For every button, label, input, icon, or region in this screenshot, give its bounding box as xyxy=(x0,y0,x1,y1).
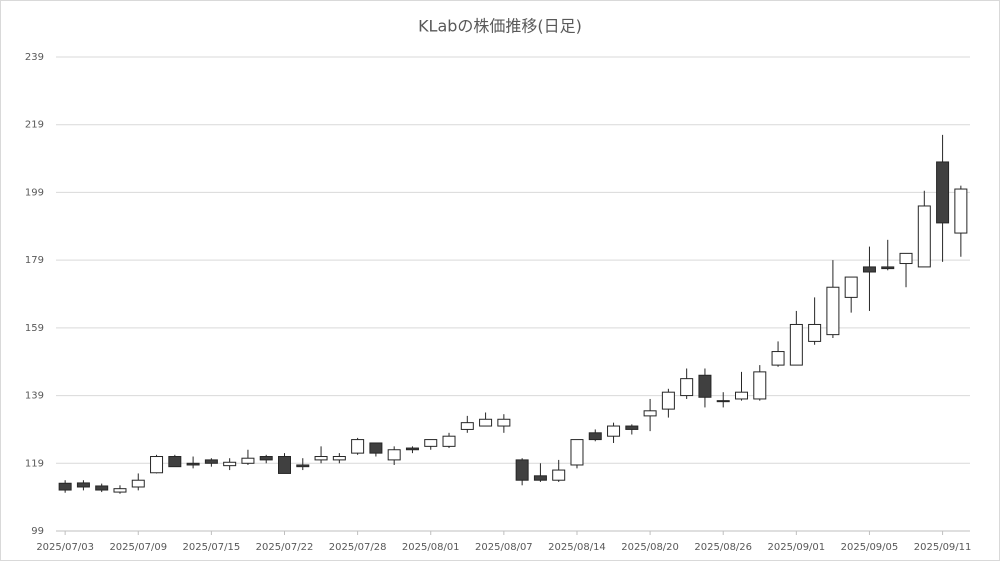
candle-body xyxy=(570,439,584,466)
candle-body xyxy=(698,374,712,398)
candle-body xyxy=(150,456,164,474)
candle-body xyxy=(387,449,401,461)
y-tick-label: 99 xyxy=(31,526,44,537)
candle-body xyxy=(442,435,456,447)
candle-body xyxy=(424,439,438,447)
candle-body xyxy=(460,422,474,430)
candle-body xyxy=(259,456,273,461)
y-tick-label: 119 xyxy=(25,458,44,469)
candle-body xyxy=(808,323,822,342)
x-tick-label: 2025/08/14 xyxy=(548,542,606,553)
x-tick-label: 2025/07/22 xyxy=(256,542,314,553)
y-tick-label: 179 xyxy=(25,255,44,266)
candle-body xyxy=(296,464,310,468)
candle-body xyxy=(369,442,383,454)
candle-body xyxy=(954,188,968,234)
candle-body xyxy=(479,418,493,427)
x-tick-label: 2025/07/03 xyxy=(36,542,94,553)
candle-body xyxy=(131,479,145,488)
candle-body xyxy=(588,432,602,441)
candle-body xyxy=(661,391,675,410)
candle-body xyxy=(204,459,218,464)
y-tick-label: 139 xyxy=(25,391,44,402)
candle-body xyxy=(771,351,785,366)
candle-body xyxy=(680,378,694,397)
candle-body xyxy=(862,266,876,273)
candle-body xyxy=(625,425,639,430)
x-tick-label: 2025/08/26 xyxy=(694,542,752,553)
candle-body xyxy=(113,488,127,493)
y-tick-label: 219 xyxy=(25,120,44,131)
candle-body xyxy=(844,276,858,298)
candle-body xyxy=(186,462,200,466)
candle-body xyxy=(716,400,730,403)
y-tick-label: 199 xyxy=(25,187,44,198)
candle-body xyxy=(936,161,950,224)
candle-body xyxy=(332,456,346,461)
candle-body xyxy=(223,461,237,467)
candle-body xyxy=(515,459,529,481)
candle-body xyxy=(76,482,90,488)
x-tick-label: 2025/08/01 xyxy=(402,542,460,553)
candle-body xyxy=(826,286,840,336)
candle-body xyxy=(881,266,895,270)
chart-title: KLabの株価推移(日足) xyxy=(418,17,582,36)
candle-body xyxy=(643,410,657,417)
x-tick-label: 2025/07/28 xyxy=(329,542,387,553)
y-tick-label: 159 xyxy=(25,323,44,334)
candle-body xyxy=(789,323,803,366)
y-tick-label: 239 xyxy=(25,52,44,63)
x-tick-label: 2025/09/01 xyxy=(768,542,826,553)
candle-body xyxy=(552,469,566,481)
candle-body xyxy=(533,475,547,481)
candle-body xyxy=(351,439,365,454)
candle-body xyxy=(405,447,419,451)
x-tick-label: 2025/09/05 xyxy=(841,542,899,553)
candle-body xyxy=(497,418,511,427)
x-tick-label: 2025/07/15 xyxy=(183,542,241,553)
candle-body xyxy=(917,205,931,268)
candle-body xyxy=(899,252,913,265)
candle-body xyxy=(735,391,748,400)
candle-body xyxy=(241,457,255,464)
x-tick-label: 2025/08/20 xyxy=(621,542,679,553)
candle-body xyxy=(168,456,182,468)
x-tick-label: 2025/08/07 xyxy=(475,542,533,553)
candle-body xyxy=(753,371,767,400)
candle-body xyxy=(314,456,328,461)
candle-body xyxy=(278,456,291,474)
candle-body xyxy=(95,485,109,491)
x-tick-label: 2025/09/11 xyxy=(914,542,972,553)
x-tick-label: 2025/07/09 xyxy=(109,542,167,553)
candle-body xyxy=(607,425,621,437)
candle-body xyxy=(58,482,72,491)
